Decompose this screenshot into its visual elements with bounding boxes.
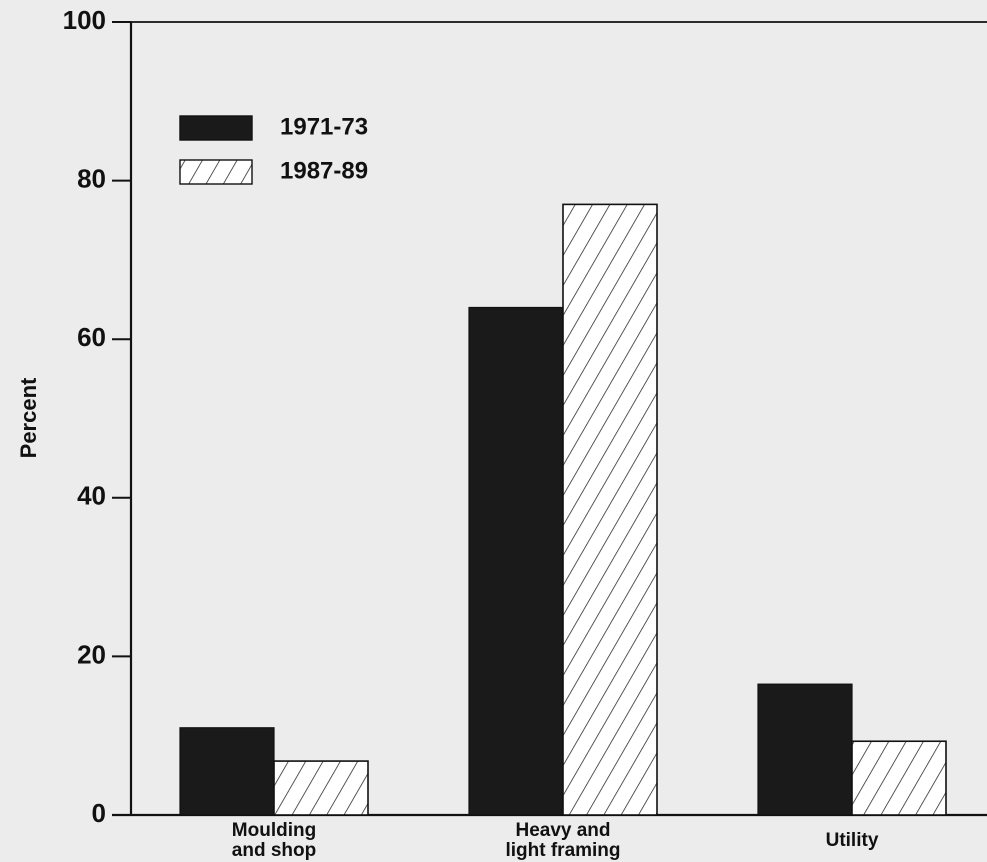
bar-solid	[468, 306, 564, 816]
bar-solid	[757, 683, 853, 816]
x-category-label: Moulding	[232, 820, 316, 841]
y-tick-label: 80	[77, 163, 106, 193]
y-tick-label: 40	[77, 481, 106, 511]
y-axis-ticks: 0 20 40 60 80 100	[63, 5, 131, 828]
bar-hatched	[273, 760, 369, 816]
y-axis-title: Percent	[16, 377, 41, 458]
x-category-label: Heavy and	[515, 820, 610, 841]
legend-swatch	[179, 115, 253, 141]
y-tick-label: 0	[92, 798, 106, 828]
x-category-label: light framing	[505, 840, 620, 861]
bar-hatched	[851, 740, 947, 816]
y-tick-label: 60	[77, 322, 106, 352]
legend-swatch	[179, 159, 253, 185]
legend-label: 1971-73	[280, 113, 368, 140]
legend-label: 1987-89	[280, 157, 368, 184]
legend: 1971-73 1987-89	[179, 113, 368, 185]
bar-solid	[179, 727, 275, 816]
bar-marks	[179, 203, 947, 816]
bar-hatched	[562, 203, 658, 816]
y-tick-label: 20	[77, 639, 106, 669]
x-category-label: Utility	[826, 830, 879, 851]
x-category-label: and shop	[232, 840, 316, 861]
y-tick-label: 100	[63, 5, 106, 35]
